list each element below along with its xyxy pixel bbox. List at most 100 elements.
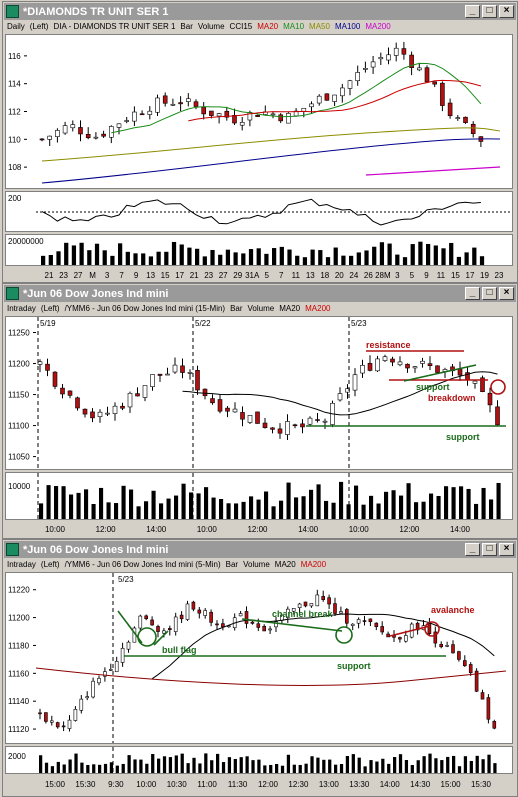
price-bar [362,620,367,622]
volume-bar [68,759,72,773]
date-marker: 5/22 [195,319,211,328]
time-axis-tick: 24 [349,271,358,280]
info-item: MA100 [334,22,361,31]
date-marker: 5/23 [351,319,367,328]
volume-bar [339,764,344,773]
minimize-button[interactable]: _ [465,543,480,556]
time-axis-tick: 15 [161,271,170,280]
volume-bar [399,495,404,519]
price-pane[interactable]: 11220 11200 11180 11160 11140 11120 5/23 suppor… [5,572,513,744]
price-bar [303,601,308,607]
volume-bar [196,493,201,519]
price-bar [297,603,302,608]
volume-bar [475,755,479,773]
volume-pane[interactable]: 2000 [5,746,513,774]
volume-bar [69,494,74,519]
price-bar [268,628,272,631]
info-item: MA50 [309,22,330,31]
price-bar [462,660,467,667]
volume-bar [171,241,177,265]
price-bar [202,388,208,397]
price-bar [470,123,476,134]
volume-bar [464,252,469,265]
chart-window-dia-daily[interactable]: *DIAMONDS TR UNIT SER 1 _ □ × Daily (Left… [2,1,518,283]
time-axis-tick: 21 [45,271,54,280]
chart-window-ym-5min[interactable]: *Jun 06 Dow Jones Ind mini _ □ × Intrada… [2,539,518,797]
volume-bar [410,244,415,265]
maximize-button[interactable]: □ [482,5,497,18]
price-bar [209,110,214,116]
price-bar [201,106,206,115]
price-bar [217,399,223,412]
volume-bar [345,755,350,773]
close-button[interactable]: × [499,287,514,300]
volume-pane[interactable]: 10000 [5,472,513,520]
price-bar [412,366,418,369]
window-titlebar[interactable]: *Jun 06 Dow Jones Ind mini _ □ × [4,541,516,558]
time-axis-tick: 28M [375,271,391,280]
price-axis-tick: 11120 [8,725,30,734]
time-axis-tick: 17 [175,271,184,280]
volume-bar [402,257,408,265]
close-button[interactable]: × [499,5,514,18]
price-bar [156,626,160,632]
price-bar [127,392,133,408]
info-item: MA10 [283,22,305,31]
price-bar [439,644,444,648]
time-axis-tick: 11:30 [228,780,248,789]
price-bar [138,615,143,629]
annotation-resistance: resistance [366,340,411,350]
volume-bar [334,764,338,773]
volume-bar [189,492,194,519]
price-axis-tick: 114 [8,80,21,89]
volume-bar [264,491,269,519]
time-axis-tick: 31A [245,271,260,280]
volume-bar [103,763,108,773]
time-axis-tick: 9 [134,271,139,280]
window-titlebar[interactable]: *DIAMONDS TR UNIT SER 1 _ □ × [4,3,516,20]
volume-bar [436,495,441,519]
price-bar [333,603,337,614]
time-axis-tick: 7 [119,271,124,280]
cci-pane[interactable]: 200 [5,191,513,232]
minimize-button[interactable]: _ [465,5,480,18]
volume-bar [275,763,279,773]
volume-bar [487,754,491,773]
volume-bar [125,251,130,265]
maximize-button[interactable]: □ [482,287,497,300]
time-axis-tick: 27 [219,271,228,280]
price-bar [355,72,361,82]
price-bar [262,625,267,632]
volume-bar [489,499,494,519]
volume-bar [440,760,444,773]
volume-bar [141,253,146,265]
annotation-support-upper: support [416,382,450,392]
price-pane[interactable]: 116 114 112 110 108 [5,34,513,189]
price-bar [352,374,358,391]
price-axis-tick: 11160 [8,669,30,678]
price-bar [185,603,190,620]
volume-pane[interactable]: 20000000 [5,234,513,266]
price-pane[interactable]: 11250 11200 11150 11100 11050 5/19 5/22 5/23 res… [5,316,513,470]
volume-bar [157,758,161,773]
volume-bar [233,252,238,265]
maximize-button[interactable]: □ [482,543,497,556]
window-title: *Jun 06 Dow Jones Ind mini [23,287,169,300]
time-axis-tick: 29 [233,271,242,280]
time-axis-tick: 23 [204,271,213,280]
volume-bar [452,755,456,773]
price-bar [101,133,106,137]
price-bar [316,95,322,104]
window-titlebar[interactable]: *Jun 06 Dow Jones Ind mini _ □ × [4,285,516,302]
price-axis-tick: 11050 [8,453,30,462]
close-button[interactable]: × [499,543,514,556]
minimize-button[interactable]: _ [465,287,480,300]
price-bar [339,611,343,614]
price-bar [350,623,355,626]
price-bar [427,363,433,366]
price-bar [73,709,78,721]
chart-window-ym-15min[interactable]: *Jun 06 Dow Jones Ind mini _ □ × Intrada… [2,283,518,539]
volume-bar [263,765,267,773]
volume-bar [287,249,292,265]
price-bar [70,124,76,129]
